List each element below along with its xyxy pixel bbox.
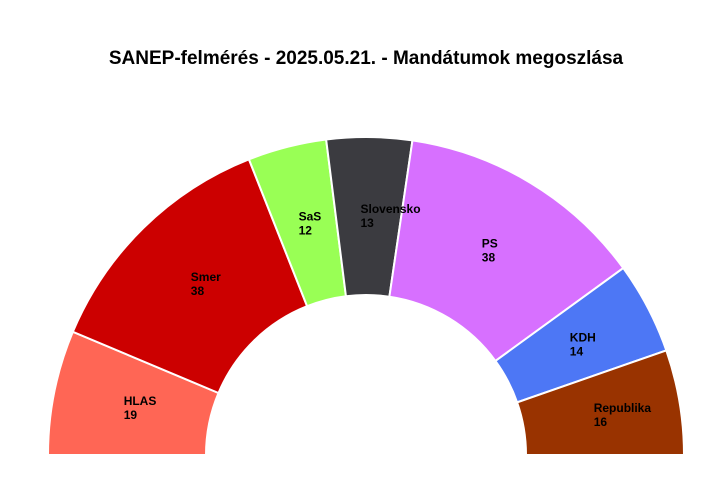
segment-value-sas: 12 <box>299 224 313 238</box>
segment-ps <box>388 139 625 363</box>
segment-label-republika: Republika <box>594 401 652 415</box>
segment-value-kdh: 14 <box>570 344 584 358</box>
segment-labels: HLAS19Smer38SaS12Slovensko13PS38KDH14Rep… <box>124 202 652 429</box>
segment-value-slovensko: 13 <box>361 216 375 230</box>
chart-title: SANEP-felmérés - 2025.05.21. - Mandátumo… <box>109 48 624 69</box>
segment-value-hlas: 19 <box>124 408 138 422</box>
segment-label-slovensko: Slovensko <box>361 202 421 216</box>
segment-value-ps: 38 <box>482 251 496 265</box>
seat-segments <box>46 136 686 456</box>
segment-value-smer: 38 <box>191 284 205 298</box>
segment-republika <box>515 349 686 456</box>
segment-value-republika: 16 <box>594 415 608 429</box>
segment-label-sas: SaS <box>299 210 322 224</box>
segment-label-kdh: KDH <box>570 330 596 344</box>
segment-label-ps: PS <box>482 237 498 251</box>
segment-label-smer: Smer <box>191 270 221 284</box>
segment-label-hlas: HLAS <box>124 394 157 408</box>
segment-smer <box>71 158 309 395</box>
